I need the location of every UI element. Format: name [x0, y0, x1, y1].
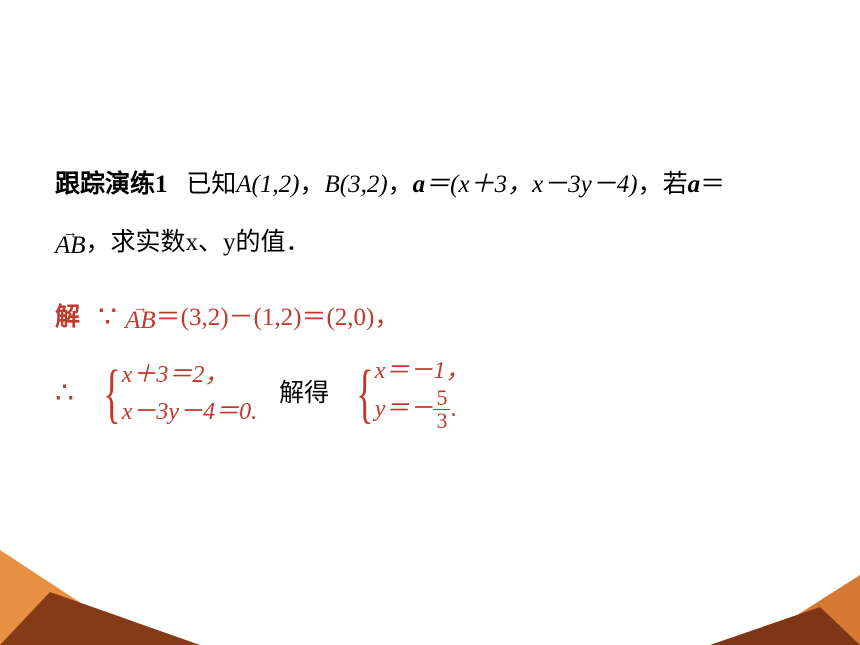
between-text: 解得	[279, 369, 329, 419]
problem-line-2: → AB ，求实数x、y的值．	[55, 218, 805, 268]
decoration-bottom-left	[0, 550, 200, 645]
solution-step-1: 解 ∵ → AB ＝(3,2)－(1,2)＝(2,0)，	[55, 288, 805, 348]
given-prefix: 已知	[186, 160, 236, 210]
solution-label: 解	[55, 293, 80, 343]
sys1-line1: x＋3＝2，	[122, 360, 257, 391]
brace-icon: {	[103, 366, 120, 422]
point-a: A(1,2)	[236, 160, 299, 210]
system-2: { x＝－1， y＝－ 5 3 .	[349, 356, 469, 432]
vector-a-value: ＝(x＋3，x－3y－4)	[425, 160, 637, 210]
slide-content: 跟踪演练1 已知 A(1,2) ， B(3,2) ， a ＝(x＋3，x－3y－…	[55, 160, 805, 432]
sys2-line1: x＝－1，	[375, 356, 470, 387]
fraction: 5 3	[433, 387, 450, 432]
vector-a-name: a	[413, 160, 426, 210]
step1-rhs: ＝(3,2)－(1,2)＝(2,0)，	[156, 293, 400, 343]
vector-ab: → AB	[55, 228, 86, 258]
problem-label: 跟踪演练1	[55, 160, 168, 210]
problem-line-1: 跟踪演练1 已知 A(1,2) ， B(3,2) ， a ＝(x＋3，x－3y－…	[55, 160, 805, 210]
because-symbol: ∵	[98, 288, 117, 348]
solution-systems: ∴ { x＋3＝2， x－3y－4＝0. 解得 { x＝－1， y＝－ 5 3 …	[55, 356, 805, 432]
vector-a-name-2: a	[688, 160, 701, 210]
decoration-bottom-right	[710, 575, 860, 645]
sys1-line2: x－3y－4＝0.	[122, 397, 257, 428]
brace-icon: {	[356, 366, 373, 422]
therefore-symbol: ∴	[55, 364, 74, 424]
point-b: B(3,2)	[324, 160, 387, 210]
system-1: { x＋3＝2， x－3y－4＝0.	[96, 360, 257, 428]
sys2-line2: y＝－ 5 3 .	[375, 387, 470, 432]
problem-tail: ，求实数x、y的值．	[86, 218, 311, 268]
vector-ab-sol: → AB	[125, 303, 156, 333]
